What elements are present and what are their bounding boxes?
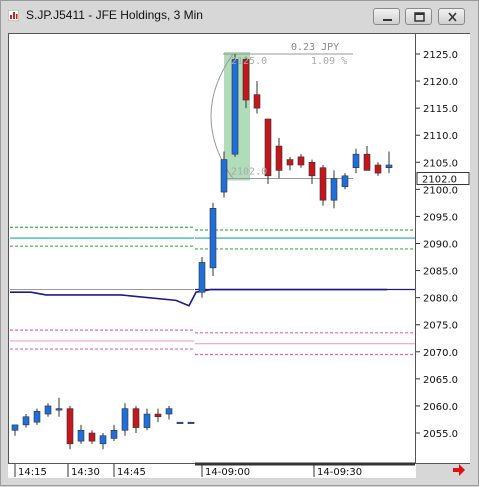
time-axis-label: 14-09:00 — [205, 467, 250, 478]
chart-app-icon — [8, 10, 19, 21]
candle — [22, 416, 30, 426]
candle — [198, 262, 206, 293]
candle — [253, 94, 261, 109]
candle — [264, 118, 272, 177]
candle — [165, 408, 173, 415]
time-axis-label: 14-09:30 — [317, 467, 362, 478]
candle — [374, 164, 382, 174]
candle — [121, 408, 129, 431]
candle — [176, 421, 184, 424]
change-value-label: 0.23 JPY — [291, 42, 339, 53]
candle — [209, 208, 217, 269]
candle — [143, 413, 151, 428]
candle — [297, 156, 305, 166]
current-price-label: 2102.0 — [422, 175, 457, 186]
restore-button[interactable] — [405, 8, 432, 25]
price-axis[interactable] — [416, 33, 470, 464]
price-axis-label: 2075.0 — [423, 321, 458, 332]
time-axis-label: 14:30 — [71, 467, 100, 478]
candle — [187, 421, 195, 424]
candle — [308, 161, 316, 177]
candle — [11, 424, 19, 431]
price-axis-label: 2065.0 — [423, 375, 458, 386]
candle — [99, 435, 107, 445]
price-axis-label: 2100.0 — [423, 185, 458, 196]
price-axis-label: 2120.0 — [423, 77, 458, 88]
high-value-label: 2125.0 — [231, 56, 267, 67]
price-axis-label: 2095.0 — [423, 212, 458, 223]
candle — [385, 164, 393, 169]
candle — [341, 175, 349, 187]
window-title: S.JP.J5411 - JFE Holdings, 3 Min — [26, 8, 203, 22]
candle — [110, 429, 118, 439]
current-price-box — [416, 172, 470, 186]
title-bar[interactable]: S.JP.J5411 - JFE Holdings, 3 Min — [1, 1, 478, 31]
price-axis-label: 2070.0 — [423, 348, 458, 359]
candle — [44, 405, 52, 415]
candle — [55, 408, 63, 411]
price-axis-label: 2115.0 — [423, 104, 458, 115]
minimize-icon — [383, 19, 392, 21]
price-axis-label: 2060.0 — [423, 402, 458, 413]
close-icon — [448, 12, 457, 22]
candle — [132, 408, 140, 428]
price-axis-label: 2105.0 — [423, 158, 458, 169]
candle — [286, 159, 294, 166]
price-axis-label: 2085.0 — [423, 267, 458, 278]
candle — [77, 429, 85, 442]
candle — [319, 167, 327, 201]
time-axis-label: 14:45 — [117, 467, 146, 478]
vwap-line — [10, 288, 387, 307]
candle — [231, 59, 239, 155]
change-pct-label: 1.09 % — [311, 56, 347, 67]
price-axis-label: 2080.0 — [423, 294, 458, 305]
candle — [363, 153, 371, 171]
right-arrow-icon[interactable] — [452, 464, 466, 476]
candle — [88, 432, 96, 442]
candle — [242, 59, 250, 101]
restore-icon — [414, 12, 425, 22]
candle — [154, 413, 162, 418]
candle — [220, 159, 228, 193]
candle — [66, 408, 74, 445]
minimize-button[interactable] — [373, 8, 400, 25]
price-axis-label: 2055.0 — [423, 429, 458, 440]
price-axis-label: 2090.0 — [423, 240, 458, 251]
candle — [352, 153, 360, 169]
candle — [33, 411, 41, 423]
candle — [330, 178, 338, 201]
price-axis-label: 2110.0 — [423, 131, 458, 142]
time-axis-label: 14:15 — [18, 467, 47, 478]
price-axis-label: 2125.0 — [423, 50, 458, 61]
candle — [275, 145, 283, 171]
close-button[interactable] — [438, 8, 465, 25]
low-value-label: 2102.0 — [231, 167, 267, 178]
